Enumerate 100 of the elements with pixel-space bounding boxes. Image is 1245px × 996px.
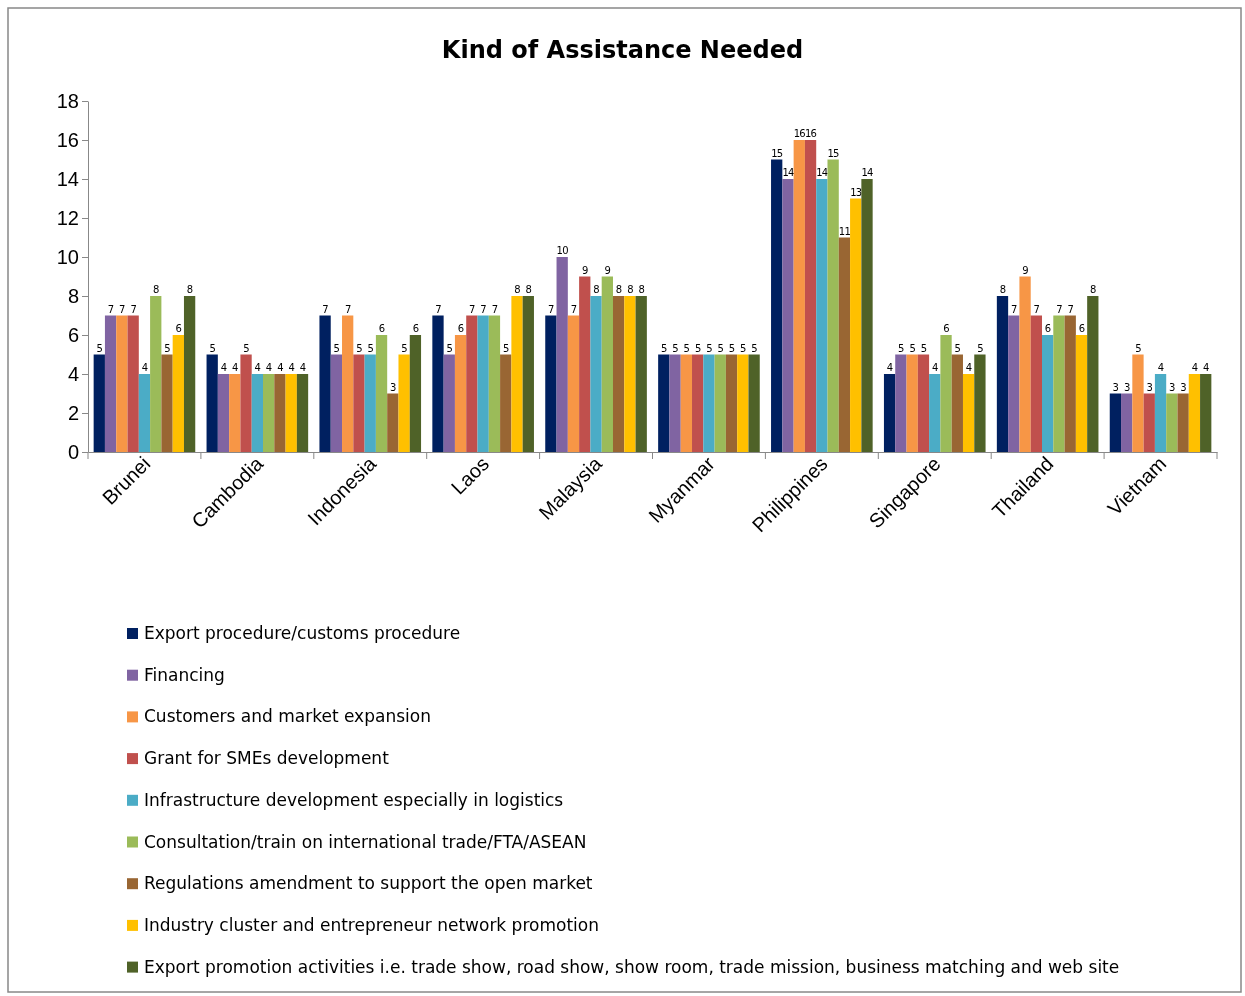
data-label: 7	[491, 303, 498, 315]
bar	[725, 354, 738, 452]
legend-label: Grant for SMEs development	[144, 748, 390, 769]
bar	[861, 179, 873, 452]
bar	[624, 296, 636, 452]
bar	[500, 354, 512, 452]
data-label: 3	[1169, 381, 1176, 393]
bar	[1143, 393, 1155, 452]
data-label: 7	[107, 303, 114, 315]
bar	[1132, 354, 1144, 452]
data-label: 7	[570, 303, 577, 315]
bar	[962, 374, 975, 452]
data-label: 4	[931, 362, 938, 373]
legend-label: Financing	[144, 664, 225, 685]
bar	[804, 140, 817, 452]
data-label: 15	[827, 147, 840, 159]
data-label: 5	[333, 342, 340, 354]
bar	[1030, 315, 1042, 452]
bar	[466, 315, 478, 452]
bar	[240, 354, 252, 452]
data-label: 4	[265, 362, 272, 373]
data-label: 16	[793, 128, 806, 139]
data-label: 5	[706, 342, 713, 354]
bar	[838, 237, 851, 452]
bar	[1042, 335, 1054, 452]
bar	[364, 354, 376, 452]
bar	[116, 315, 128, 452]
bar	[714, 354, 726, 452]
data-label: 6	[457, 323, 464, 334]
data-label: 5	[728, 342, 735, 354]
bar	[974, 354, 986, 452]
data-label: 6	[175, 323, 182, 334]
data-label: 9	[581, 264, 588, 276]
bar	[1109, 393, 1122, 452]
data-label: 8	[514, 284, 521, 295]
bar	[183, 296, 196, 452]
bar	[138, 374, 151, 452]
bar	[816, 179, 828, 452]
bar	[93, 354, 105, 452]
bar	[409, 335, 422, 452]
data-label: 6	[1078, 323, 1085, 334]
data-label: 3	[1180, 381, 1187, 393]
bar	[793, 140, 805, 452]
data-label: 5	[661, 342, 668, 354]
bar	[951, 354, 963, 452]
bar	[319, 315, 331, 452]
bar	[206, 354, 218, 452]
bar	[229, 374, 241, 452]
data-label: 8	[627, 284, 634, 295]
data-label: 9	[1022, 264, 1029, 276]
y-tick-label: 16	[56, 128, 79, 151]
bar	[150, 296, 162, 452]
y-tick-label: 14	[56, 167, 79, 190]
bar	[104, 315, 117, 452]
data-label: 4	[965, 362, 972, 373]
bar	[601, 276, 613, 452]
bar	[1166, 393, 1178, 452]
data-label: 5	[209, 342, 216, 354]
bar	[771, 159, 783, 452]
data-label: 5	[96, 342, 103, 354]
data-label: 4	[231, 362, 238, 373]
bar	[488, 315, 501, 452]
data-label: 4	[277, 362, 284, 373]
data-label: 4	[1157, 362, 1164, 373]
data-label: 8	[999, 284, 1006, 295]
bar	[1177, 393, 1189, 452]
data-label: 6	[943, 323, 950, 334]
bar	[906, 354, 918, 452]
bar	[748, 354, 760, 452]
legend-label: Export procedure/customs procedure	[144, 623, 461, 643]
bar	[1121, 393, 1133, 452]
data-label: 4	[886, 362, 893, 373]
data-label: 10	[556, 245, 569, 256]
bar	[929, 374, 941, 452]
bar	[432, 315, 444, 452]
bar	[680, 354, 693, 452]
bar	[827, 159, 839, 452]
bar	[703, 354, 715, 452]
y-tick-label: 6	[67, 323, 79, 346]
bar	[737, 354, 749, 452]
data-label: 13	[850, 186, 862, 198]
data-label: 4	[254, 362, 261, 373]
bar	[398, 354, 410, 452]
bar	[251, 374, 263, 452]
bar	[895, 354, 907, 452]
chart-title: Kind of Assistance Needed	[441, 36, 804, 64]
legend-label: Industry cluster and entrepreneur network promotion	[144, 914, 599, 935]
data-label: 15	[771, 147, 783, 159]
data-label: 5	[717, 342, 724, 354]
data-label: 5	[446, 342, 453, 354]
data-label: 5	[401, 342, 408, 354]
data-label: 5	[954, 342, 961, 354]
data-label: 5	[356, 342, 363, 354]
bar	[883, 374, 896, 452]
data-label: 4	[141, 362, 148, 373]
bar	[274, 374, 286, 452]
data-label: 8	[1090, 284, 1097, 295]
data-label: 4	[299, 362, 306, 373]
bar	[1019, 276, 1031, 452]
y-tick-label: 4	[67, 362, 79, 385]
